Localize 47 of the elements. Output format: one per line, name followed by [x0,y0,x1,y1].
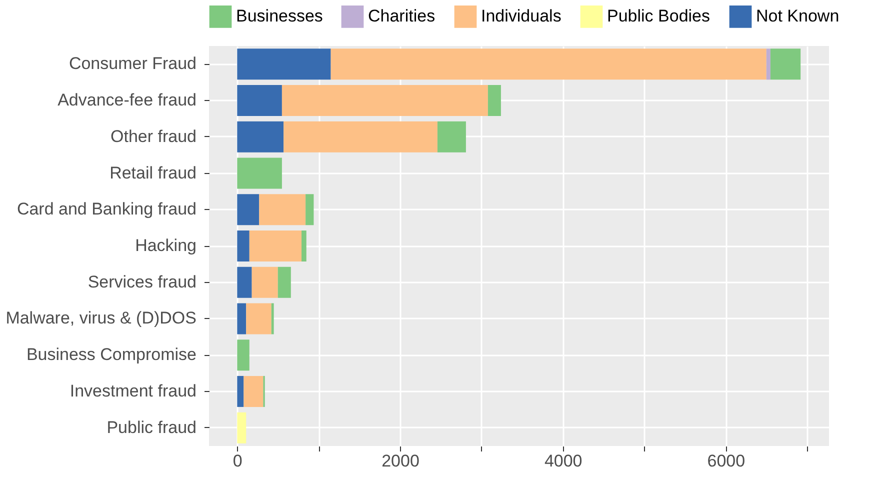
bar [237,121,284,152]
y-tick-label: Card and Banking fraud [16,200,196,219]
bar [246,303,272,334]
bar [237,85,282,116]
bar [237,412,246,444]
bar [770,48,801,80]
bar [237,303,246,334]
y-tick-label: Retail fraud [110,163,196,182]
bar [244,376,264,407]
bar [437,121,466,152]
bar [252,266,278,298]
bar [259,194,306,226]
bar [282,85,488,116]
legend-label: Individuals [481,6,562,26]
y-tick-label: Malware, virus & (D)DOS [6,308,196,328]
y-tick-label: Services fraud [88,272,196,292]
x-tick-label: 0 [232,452,242,470]
y-tick-label: Consumer Fraud [68,54,196,74]
legend-label: Not Known [756,6,840,26]
bar [237,376,244,407]
bar [237,48,331,80]
legend-label: Charities [368,6,436,26]
x-tick-label: 6000 [707,452,746,470]
bar [488,85,501,116]
y-tick-label: Other fraud [110,126,196,146]
y-tick-label: Advance-fee fraud [58,90,196,110]
y-tick-label: Public fraud [106,418,196,437]
bar [766,48,770,80]
bar [278,266,291,298]
bar [249,230,302,262]
bar [237,158,282,189]
x-tick-label: 2000 [382,452,420,470]
legend-label: Public Bodies [607,6,710,26]
bar [330,48,766,80]
y-tick-label: Hacking [135,236,196,255]
bar [306,194,314,226]
bar [284,121,438,152]
y-tick-label: Business Compromise [26,345,196,364]
x-tick-label: 4000 [544,452,582,470]
legend-label: Businesses [236,6,323,26]
bar [237,194,260,226]
y-tick-label: Investment fraud [70,381,196,400]
bar [237,230,250,262]
bar [301,230,306,262]
bar [237,340,250,371]
bar [271,303,274,334]
bar [237,266,252,298]
